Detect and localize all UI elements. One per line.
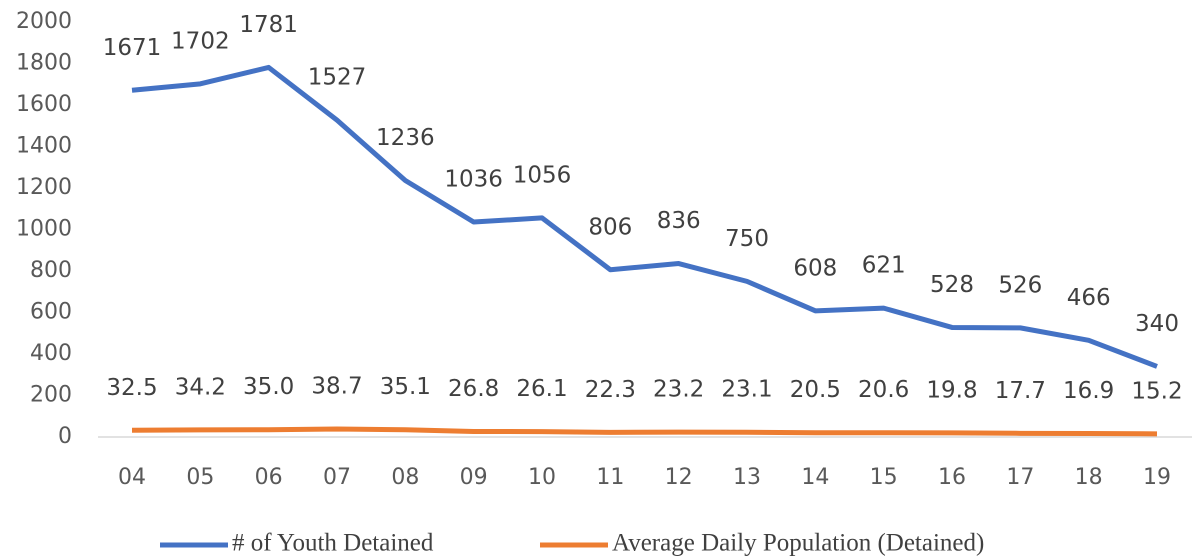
- legend-label: # of Youth Detained: [232, 530, 434, 557]
- data-label: 1056: [513, 162, 572, 188]
- y-tick-label: 800: [30, 258, 72, 283]
- data-label: 806: [588, 214, 632, 240]
- data-label: 466: [1067, 285, 1111, 311]
- data-label: 32.5: [106, 375, 157, 401]
- x-tick-label: 15: [870, 465, 898, 490]
- x-tick-label: 06: [255, 465, 283, 490]
- data-label: 836: [657, 208, 701, 234]
- x-tick-label: 18: [1075, 465, 1103, 490]
- y-tick-label: 600: [30, 300, 72, 325]
- data-label: 15.2: [1131, 378, 1182, 404]
- data-label: 34.2: [175, 374, 226, 400]
- y-tick-label: 1800: [16, 51, 72, 76]
- series-line: [131, 426, 1158, 437]
- data-label: 621: [862, 253, 906, 279]
- y-tick-label: 400: [30, 341, 72, 366]
- data-label: 20.6: [858, 377, 909, 403]
- y-tick-label: 200: [30, 383, 72, 408]
- legend-label: Average Daily Population (Detained): [612, 530, 984, 557]
- x-tick-label: 17: [1006, 465, 1034, 490]
- data-label: 1236: [376, 125, 435, 151]
- data-label: 23.1: [721, 377, 772, 403]
- x-tick-label: 16: [938, 465, 966, 490]
- series-line: [131, 64, 1158, 369]
- data-label: 17.7: [995, 378, 1046, 404]
- y-tick-label: 0: [58, 424, 72, 449]
- y-tick-label: 1200: [16, 175, 72, 200]
- x-tick-label: 14: [801, 465, 829, 490]
- x-tick-label: 08: [391, 465, 419, 490]
- y-tick-label: 2000: [16, 9, 72, 34]
- data-label: 35.0: [243, 374, 294, 400]
- x-tick-label: 10: [528, 465, 556, 490]
- data-label: 608: [793, 255, 837, 281]
- y-tick-label: 1000: [16, 217, 72, 242]
- data-label: 1671: [103, 35, 162, 61]
- data-label: 22.3: [585, 377, 636, 403]
- data-label: 35.1: [380, 374, 431, 400]
- y-tick-label: 1400: [16, 134, 72, 159]
- data-label: 1036: [444, 167, 503, 193]
- data-label: 1702: [171, 28, 230, 54]
- data-label: 38.7: [311, 373, 362, 399]
- data-label: 1781: [239, 12, 298, 38]
- data-label: 528: [930, 272, 974, 298]
- x-tick-label: 04: [118, 465, 146, 490]
- x-tick-label: 07: [323, 465, 351, 490]
- x-tick-label: 12: [665, 465, 693, 490]
- data-label: 26.1: [516, 376, 567, 402]
- data-label: 23.2: [653, 377, 704, 403]
- x-tick-label: 05: [186, 465, 214, 490]
- data-label: 340: [1135, 311, 1179, 337]
- x-tick-label: 19: [1143, 465, 1171, 490]
- data-label: 526: [998, 272, 1042, 298]
- x-tick-label: 09: [460, 465, 488, 490]
- data-label: 20.5: [790, 377, 841, 403]
- x-tick-label: 13: [733, 465, 761, 490]
- y-tick-label: 1600: [16, 92, 72, 117]
- data-label: 26.8: [448, 376, 499, 402]
- data-label: 1527: [308, 65, 367, 91]
- data-label: 19.8: [926, 377, 977, 403]
- x-tick-label: 11: [596, 465, 624, 490]
- data-label: 750: [725, 226, 769, 252]
- data-label: 16.9: [1063, 378, 1114, 404]
